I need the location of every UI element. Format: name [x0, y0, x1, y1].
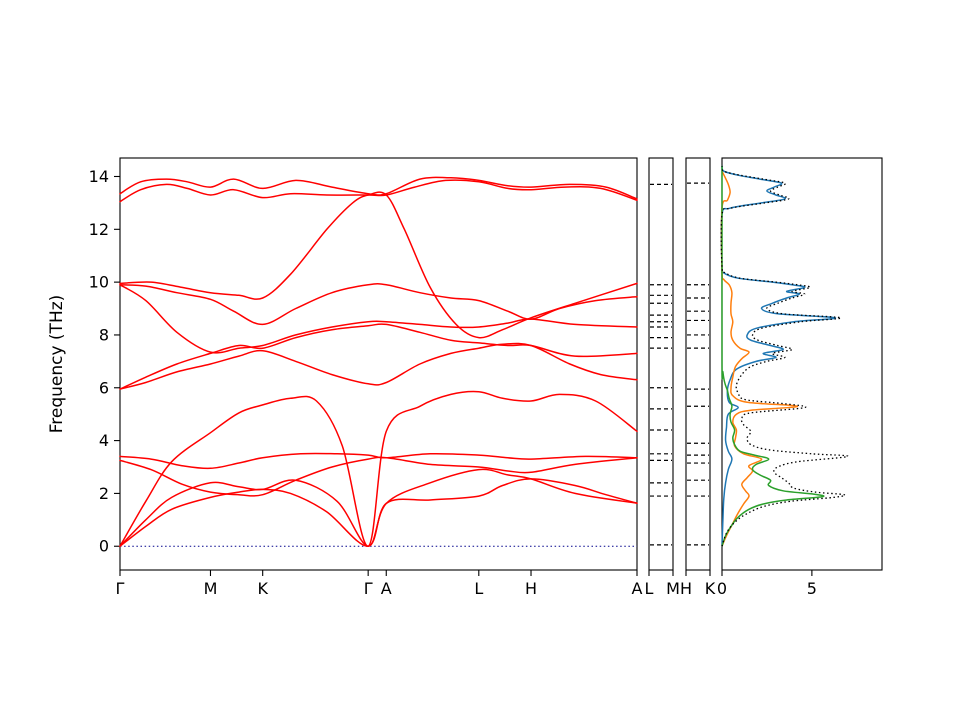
phonon-band-line [119, 284, 638, 354]
dos-total-curve [720, 165, 849, 547]
phonon-band-line [119, 342, 638, 390]
y-tick-label: 0 [99, 537, 109, 556]
kpath-tick-label: K [257, 579, 268, 598]
y-tick-label: 8 [99, 325, 109, 344]
dos-partial-3-curve [721, 165, 825, 547]
phonon-band-line [119, 323, 638, 390]
kpath-tick-label: M [204, 579, 218, 598]
phonon-bands [119, 176, 638, 547]
y-tick-label: 4 [99, 431, 109, 450]
segment-panel-HK-frame [685, 157, 711, 571]
segment-panel-LM-frame [648, 157, 674, 571]
phonon-band-line [119, 179, 638, 203]
dos-curves [720, 165, 849, 547]
dos-tick-label: 5 [807, 579, 817, 598]
segment-tick-label: M [666, 579, 680, 598]
y-tick-label: 2 [99, 484, 109, 503]
kpath-tick-label: A [632, 579, 643, 598]
y-tick-label: 6 [99, 378, 109, 397]
y-axis-ticks: 0 2 4 6 8 10 12 14 [89, 167, 120, 556]
kpath-tick-label: H [525, 579, 537, 598]
kpath-tick-label: Γ [364, 579, 373, 598]
phonon-band-line [119, 390, 638, 547]
phonon-band-line [119, 452, 638, 470]
phonon-band-line [119, 176, 638, 200]
dos-partial-2-curve [720, 170, 799, 547]
kpath-tick-label: A [381, 579, 392, 598]
phonon-band-line [119, 456, 638, 497]
y-axis-label: Frequency (THz) [47, 295, 67, 434]
segment-tick-label: H [680, 579, 692, 598]
dos-tick-label: 0 [717, 579, 727, 598]
segment-tick-label: L [645, 579, 654, 598]
kpath-tick-label: L [474, 579, 483, 598]
phonon-band-line [119, 283, 638, 326]
y-tick-label: 10 [89, 273, 109, 292]
phonon-band-line [119, 191, 638, 339]
phonon-band-line [119, 468, 638, 547]
y-tick-label: 12 [89, 220, 109, 239]
dos-partial-1-curve [720, 165, 837, 547]
kpath-tick-label: Γ [116, 579, 125, 598]
segment-tick-label: K [705, 579, 716, 598]
band-panel-frame [119, 157, 638, 571]
y-tick-label: 14 [89, 167, 109, 186]
segment-bands-HK [687, 182, 709, 546]
segment-bands-LM [650, 183, 672, 546]
